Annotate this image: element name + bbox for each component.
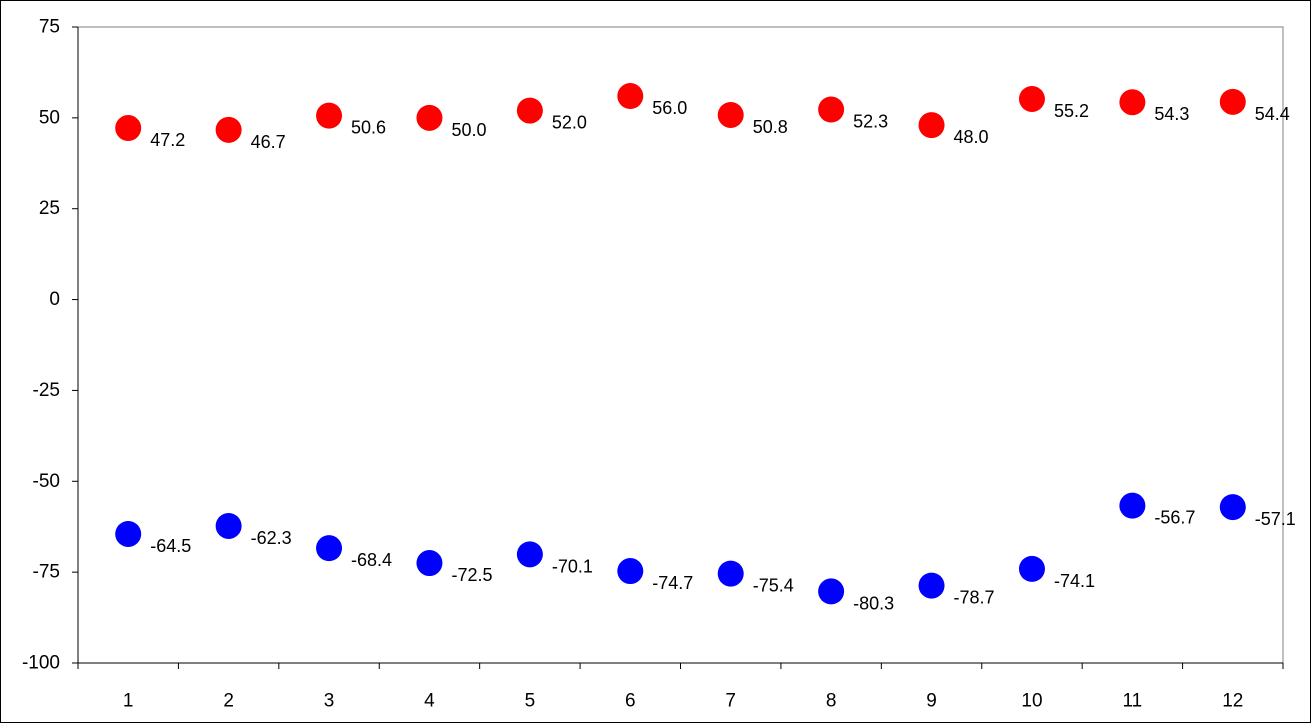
x-tick-label: 5 — [525, 691, 536, 712]
x-tick-label: 3 — [324, 691, 335, 712]
data-label: 55.2 — [1054, 101, 1089, 121]
data-point — [918, 572, 945, 599]
x-tick-label: 1 — [123, 691, 134, 712]
data-label: -72.5 — [451, 565, 492, 585]
data-label: 50.6 — [351, 118, 386, 138]
y-tick-label: -50 — [33, 471, 60, 492]
data-label: -68.4 — [351, 550, 392, 570]
data-point — [818, 578, 845, 605]
data-label: 52.3 — [853, 111, 888, 131]
data-label: -56.7 — [1154, 508, 1195, 528]
data-point — [215, 512, 242, 539]
y-tick-label: -75 — [33, 562, 60, 583]
x-axis: 1 2 3 4 5 6 7 8 9 10 11 12 — [77, 662, 1284, 712]
data-point — [115, 520, 142, 547]
y-tick-label: 50 — [39, 107, 60, 128]
data-point — [818, 96, 845, 123]
y-tick-label: -25 — [33, 380, 60, 401]
data-label: -74.1 — [1054, 571, 1095, 591]
data-point — [1018, 85, 1045, 112]
data-point — [516, 97, 543, 124]
data-label: -57.1 — [1255, 509, 1296, 529]
data-point — [516, 541, 543, 568]
y-tick-label: 25 — [39, 198, 60, 219]
data-point — [717, 560, 744, 587]
data-point — [1119, 89, 1146, 116]
data-label: -64.5 — [150, 536, 191, 556]
x-tick-label: 11 — [1123, 691, 1143, 712]
data-label: 46.7 — [251, 132, 286, 152]
data-point — [115, 115, 142, 142]
x-tick-label: 9 — [926, 691, 937, 712]
y-tick-label: 0 — [49, 289, 60, 310]
x-tick-label: 2 — [223, 691, 234, 712]
data-label: -78.7 — [954, 588, 995, 608]
y-axis: 75 50 25 0 -25 -50 -75 -100 — [22, 17, 79, 674]
data-label: -74.7 — [652, 573, 693, 593]
data-point — [1018, 555, 1045, 582]
x-tick-label: 4 — [424, 691, 435, 712]
y-tick-label: -100 — [22, 653, 60, 674]
plot-area — [77, 26, 1284, 664]
series-1: 47.2 46.7 50.6 50.0 52.0 56.0 50.8 52.3 48.0 55.2… — [115, 83, 1290, 152]
data-label: 47.2 — [150, 130, 185, 150]
data-label: -80.3 — [853, 593, 894, 613]
x-tick-label: 6 — [625, 691, 636, 712]
y-tick-label: 75 — [39, 17, 60, 38]
series-layer: 47.2 46.7 50.6 50.0 52.0 56.0 50.8 52.3 48.0 55.2… — [115, 83, 1296, 613]
series-2: -64.5 -62.3 -68.4 -72.5 -70.1 -74.7 -75.4 -80.3… — [115, 492, 1296, 613]
data-point — [215, 116, 242, 143]
data-point — [416, 104, 443, 131]
data-label: 50.8 — [753, 117, 788, 137]
data-label: 50.0 — [451, 120, 486, 140]
x-tick-label: 8 — [826, 691, 837, 712]
data-point — [316, 102, 343, 129]
data-point — [416, 550, 443, 577]
data-label: 52.0 — [552, 113, 587, 133]
data-label: 54.4 — [1255, 104, 1290, 124]
data-label: -70.1 — [552, 556, 593, 576]
x-tick-label: 7 — [725, 691, 736, 712]
data-point — [1219, 88, 1246, 115]
x-tick-label: 10 — [1021, 691, 1042, 712]
data-point — [617, 558, 644, 585]
data-label: -62.3 — [251, 528, 292, 548]
x-tick-label: 12 — [1222, 691, 1243, 712]
data-point — [1119, 492, 1146, 519]
data-point — [617, 83, 644, 110]
data-label: 54.3 — [1154, 104, 1189, 124]
data-point — [717, 101, 744, 128]
data-point — [1219, 494, 1246, 521]
data-point — [918, 112, 945, 139]
data-point — [316, 535, 343, 562]
data-label: 56.0 — [652, 98, 687, 118]
data-label: -75.4 — [753, 576, 794, 596]
data-label: 48.0 — [954, 127, 989, 147]
